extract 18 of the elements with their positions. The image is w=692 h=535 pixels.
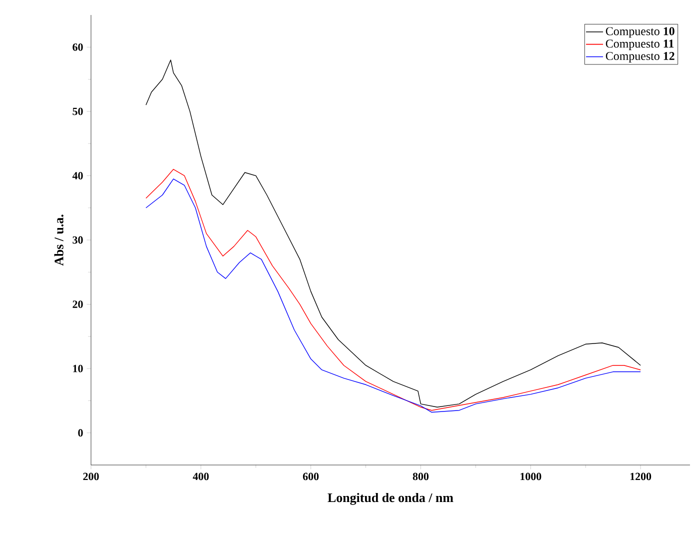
legend-label: Compuesto 12: [606, 52, 674, 62]
y-tick-label: 40: [72, 172, 83, 180]
x-tick-label: 200: [83, 472, 99, 480]
x-tick-label: 400: [192, 472, 209, 480]
y-tick-label: 10: [73, 364, 83, 372]
x-tick-label: 800: [412, 472, 429, 480]
y-tick-label: 50: [72, 108, 83, 116]
y-tick-label: 0: [78, 429, 83, 437]
y-axis-title: Abs / u.a.: [54, 214, 64, 266]
x-axis-title: Longitud de onda / nm: [328, 492, 454, 505]
x-tick-label: 1200: [630, 472, 652, 480]
legend-label: Compuesto 11: [606, 40, 674, 50]
y-tick-label: 20: [72, 300, 83, 308]
y-tick-label: 30: [72, 236, 83, 244]
x-tick-label: 600: [302, 472, 319, 480]
y-tick-label: 60: [72, 43, 83, 51]
legend-label: Compuesto 10: [606, 27, 674, 38]
x-tick-label: 1000: [520, 472, 542, 480]
